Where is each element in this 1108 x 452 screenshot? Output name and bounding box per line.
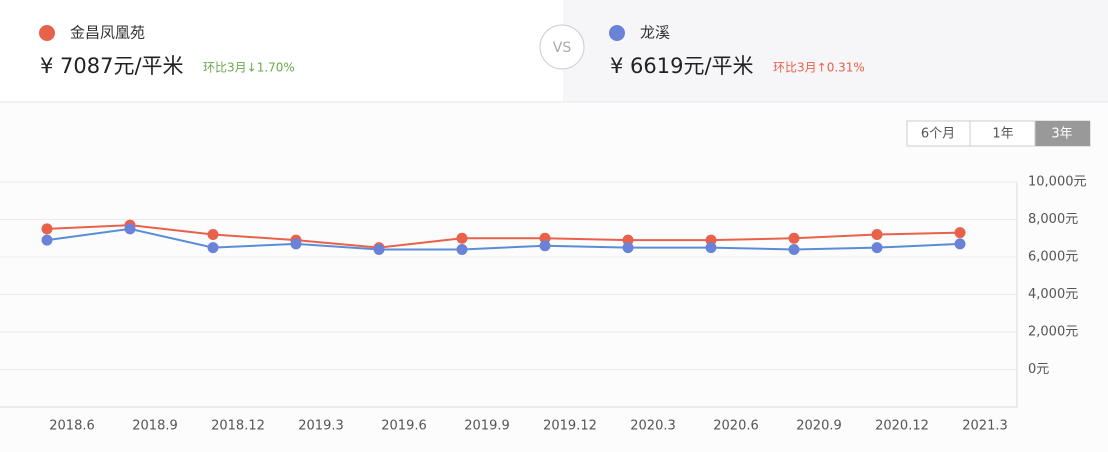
- x-tick-label: 2019.3: [298, 419, 344, 434]
- data-point: [41, 223, 53, 235]
- data-point: [954, 238, 966, 250]
- active-button-bg: [1035, 121, 1090, 146]
- data-point: [539, 240, 551, 252]
- legend-dot: [39, 25, 55, 41]
- y-tick-label: 6,000元: [1028, 250, 1078, 265]
- left-panel: [0, 0, 563, 102]
- series-line: [46, 224, 961, 249]
- x-tick-label: 2020.9: [796, 419, 842, 434]
- x-tick-label: 2021.3: [962, 419, 1008, 434]
- legend-label: 金昌凤凰苑: [70, 24, 145, 42]
- price: ¥ 6619元/平米: [610, 54, 754, 78]
- y-tick-label: 8,000元: [1028, 212, 1078, 227]
- x-tick-label: 2019.6: [381, 419, 427, 434]
- right-panel: [563, 0, 1108, 102]
- x-tick-label: 2018.6: [49, 419, 95, 434]
- change: 环比3月↑0.31%: [773, 61, 865, 75]
- change: 环比3月↓1.70%: [203, 61, 295, 75]
- x-tick-label: 2019.9: [464, 419, 510, 434]
- data-point: [373, 244, 385, 255]
- vs-circle: [539, 24, 585, 70]
- data-point: [456, 232, 468, 244]
- vs-label: VS: [553, 40, 572, 56]
- data-point: [705, 242, 717, 254]
- data-point: [41, 234, 53, 246]
- data-point: [124, 223, 136, 235]
- data-point: [871, 229, 883, 240]
- y-tick-label: 4,000元: [1028, 287, 1078, 302]
- x-tick-label: 2019.12: [543, 419, 597, 434]
- range-button[interactable]: 1年: [992, 127, 1013, 142]
- data-point: [207, 229, 219, 240]
- data-point: [788, 232, 800, 244]
- x-tick-label: 2018.12: [211, 419, 265, 434]
- data-point: [456, 244, 468, 255]
- legend-label: 龙溪: [640, 24, 670, 42]
- x-tick-label: 2020.12: [875, 419, 929, 434]
- chart-bg: [0, 103, 1108, 452]
- range-button[interactable]: 6个月: [921, 127, 955, 142]
- data-point: [954, 227, 966, 239]
- x-tick-label: 2018.9: [132, 419, 178, 434]
- data-point: [871, 242, 883, 254]
- x-tick-label: 2020.3: [630, 419, 676, 434]
- series-line: [46, 227, 961, 251]
- data-point: [290, 238, 302, 250]
- data-point: [622, 242, 634, 254]
- x-tick-label: 2020.6: [713, 419, 759, 434]
- price: ¥ 7087元/平米: [40, 54, 184, 78]
- range-button[interactable]: 3年: [1051, 127, 1072, 142]
- legend-dot: [609, 25, 625, 41]
- y-tick-label: 2,000元: [1028, 325, 1078, 340]
- y-tick-label: 0元: [1028, 362, 1049, 377]
- data-point: [207, 242, 219, 254]
- y-tick-label: 10,000元: [1028, 175, 1087, 190]
- data-point: [788, 244, 800, 255]
